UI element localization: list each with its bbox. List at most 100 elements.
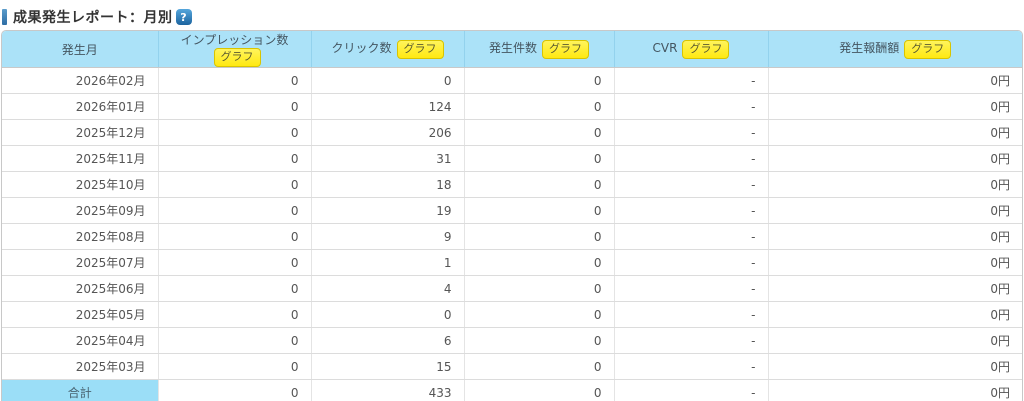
cell-cvr: - — [614, 67, 769, 94]
cell-month: 2026年01月 — [2, 93, 159, 120]
cell-occurrences: 0 — [464, 249, 615, 276]
cell-month: 2026年02月 — [2, 67, 159, 94]
cell-impressions: 0 — [158, 119, 312, 146]
cell-occurrences: 0 — [464, 379, 615, 401]
table-row: 2025年09月 0 19 0-0円 — [2, 197, 1022, 224]
cell-month: 合計 — [2, 379, 159, 401]
cell-month: 2025年11月 — [2, 145, 159, 172]
graph-button-impressions[interactable]: グラフ — [213, 48, 261, 67]
cell-impressions: 0 — [158, 145, 312, 172]
cell-reward: 0円 — [768, 353, 1022, 380]
cell-reward: 0円 — [768, 223, 1022, 250]
table-row: 2026年01月 0 124 0-0円 — [2, 93, 1022, 120]
cell-month: 2025年07月 — [2, 249, 159, 276]
cell-occurrences: 0 — [464, 197, 615, 224]
cell-reward: 0円 — [768, 93, 1022, 120]
cell-cvr: - — [614, 301, 769, 328]
cell-cvr: - — [614, 197, 769, 224]
cell-clicks: 0 — [311, 301, 465, 328]
cell-clicks: 19 — [311, 197, 465, 224]
cell-impressions: 0 — [158, 93, 312, 120]
cell-clicks: 31 — [311, 145, 465, 172]
cell-impressions: 0 — [158, 379, 312, 401]
table-row: 2025年05月 0 0 0-0円 — [2, 301, 1022, 328]
cell-clicks: 6 — [311, 327, 465, 354]
cell-clicks: 206 — [311, 119, 465, 146]
col-header-clicks: クリック数 グラフ — [311, 31, 465, 68]
title-accent-bar — [2, 9, 7, 25]
cell-clicks: 18 — [311, 171, 465, 198]
table-row: 2025年11月 0 31 0-0円 — [2, 145, 1022, 172]
col-header-reward: 発生報酬額 グラフ — [768, 31, 1022, 68]
col-header-label-clicks: クリック数 — [331, 41, 392, 55]
cell-impressions: 0 — [158, 67, 312, 94]
report-header: 成果発生レポート：月別 ? — [0, 0, 1024, 28]
cell-cvr: - — [614, 353, 769, 380]
table-row: 2025年08月 0 9 0-0円 — [2, 223, 1022, 250]
graph-button-occurrences[interactable]: グラフ — [542, 40, 589, 59]
col-header-impressions: インプレッション数グラフ — [158, 31, 312, 68]
cell-clicks: 15 — [311, 353, 465, 380]
cell-month: 2025年06月 — [2, 275, 159, 302]
cell-month: 2025年12月 — [2, 119, 159, 146]
col-header-label-reward: 発生報酬額 — [839, 41, 900, 55]
cell-month: 2025年05月 — [2, 301, 159, 328]
cell-cvr: - — [614, 93, 769, 120]
cell-reward: 0円 — [768, 249, 1022, 276]
cell-impressions: 0 — [158, 197, 312, 224]
table-row: 2025年12月 0 206 0-0円 — [2, 119, 1022, 146]
cell-month: 2025年08月 — [2, 223, 159, 250]
cell-occurrences: 0 — [464, 171, 615, 198]
page-title: 成果発生レポート：月別 — [13, 10, 173, 26]
cell-month: 2025年03月 — [2, 353, 159, 380]
cell-cvr: - — [614, 119, 769, 146]
cell-cvr: - — [614, 249, 769, 276]
col-header-label-impressions: インプレッション数 — [180, 33, 289, 47]
cell-occurrences: 0 — [464, 119, 615, 146]
cell-reward: 0円 — [768, 145, 1022, 172]
cell-clicks: 124 — [311, 93, 465, 120]
help-icon[interactable]: ? — [175, 9, 192, 25]
cell-impressions: 0 — [158, 275, 312, 302]
cell-clicks: 4 — [311, 275, 465, 302]
cell-occurrences: 0 — [464, 275, 615, 302]
cell-occurrences: 0 — [464, 327, 615, 354]
cell-clicks: 433 — [311, 379, 465, 401]
table-row: 2026年02月 0 0 0-0円 — [2, 67, 1022, 94]
table-row: 2025年04月 0 6 0-0円 — [2, 327, 1022, 354]
table-header-row: 発生月 インプレッション数グラフ クリック数 グラフ 発生件数 グラフ CVR グラフ 発生報酬… — [2, 31, 1022, 68]
cell-cvr: - — [614, 145, 769, 172]
col-header-month: 発生月 — [2, 31, 159, 68]
col-header-label-occurrences: 発生件数 — [488, 41, 537, 55]
table-row: 2025年10月 0 18 0-0円 — [2, 171, 1022, 198]
cell-occurrences: 0 — [464, 301, 615, 328]
col-header-label-month: 発生月 — [61, 42, 98, 57]
cell-impressions: 0 — [158, 353, 312, 380]
cell-clicks: 9 — [311, 223, 465, 250]
graph-button-clicks[interactable]: グラフ — [396, 40, 444, 59]
cell-cvr: - — [614, 327, 769, 354]
cell-occurrences: 0 — [464, 67, 615, 94]
table-row: 2025年07月 0 1 0-0円 — [2, 249, 1022, 276]
graph-button-cvr[interactable]: グラフ — [682, 39, 730, 59]
cell-reward: 0円 — [768, 171, 1022, 198]
cell-reward: 0円 — [768, 327, 1022, 354]
cell-occurrences: 0 — [464, 145, 615, 172]
cell-impressions: 0 — [158, 301, 312, 328]
graph-button-reward[interactable]: グラフ — [904, 40, 952, 59]
cell-cvr: - — [614, 223, 769, 250]
col-header-occurrences: 発生件数 グラフ — [464, 31, 615, 68]
cell-reward: 0円 — [768, 119, 1022, 146]
total-row: 合計 0 433 0-0円 — [2, 379, 1022, 401]
cell-impressions: 0 — [158, 249, 312, 276]
cell-reward: 0円 — [768, 67, 1022, 94]
cell-occurrences: 0 — [464, 93, 615, 120]
cell-clicks: 0 — [311, 67, 465, 94]
cell-cvr: - — [614, 379, 769, 401]
cell-cvr: - — [614, 275, 769, 302]
cell-occurrences: 0 — [464, 223, 615, 250]
cell-impressions: 0 — [158, 171, 312, 198]
cell-reward: 0円 — [768, 379, 1022, 401]
cell-impressions: 0 — [158, 327, 312, 354]
table-row: 2025年06月 0 4 0-0円 — [2, 275, 1022, 302]
